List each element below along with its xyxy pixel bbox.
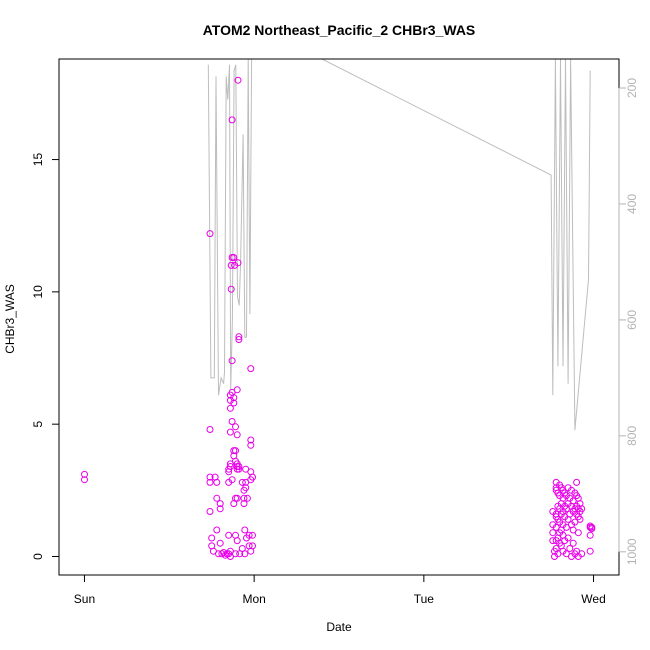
data-point [233, 431, 241, 439]
data-point [233, 494, 241, 502]
x-tick-label: Tue [414, 592, 435, 606]
data-point [206, 478, 214, 486]
data-point [81, 476, 88, 484]
data-point [81, 470, 88, 478]
y2-tick-label: 1000 [625, 538, 639, 565]
data-point [586, 547, 594, 555]
data-point [235, 463, 243, 470]
data-point [221, 551, 229, 559]
data-point [235, 336, 243, 343]
x-tick-label: Mon [242, 592, 265, 606]
data-point [243, 494, 251, 502]
data-point [227, 261, 235, 269]
y-tick-label: 5 [31, 421, 45, 428]
data-point [206, 426, 214, 433]
data-point [549, 529, 557, 537]
x-tick-label: Sun [74, 592, 95, 606]
data-point [586, 531, 594, 539]
data-point [228, 357, 236, 365]
data-point [245, 531, 253, 539]
data-point [226, 404, 234, 412]
data-point [233, 537, 241, 545]
data-point [242, 484, 250, 492]
data-point [233, 386, 241, 394]
y-tick-label: 15 [31, 153, 45, 167]
data-point [566, 545, 574, 552]
data-point [206, 508, 214, 515]
data-point [213, 494, 221, 502]
data-point [232, 447, 239, 455]
x-axis-label: Date [326, 620, 352, 634]
y-axis-label: CHBr3_WAS [3, 284, 17, 354]
data-point [578, 505, 586, 513]
data-point [238, 478, 246, 486]
data-point [228, 418, 236, 425]
data-point [249, 542, 256, 550]
data-point [576, 515, 584, 523]
data-point [240, 500, 248, 508]
data-point [208, 534, 216, 542]
y2-tick-label: 400 [625, 194, 639, 214]
data-point [227, 285, 235, 293]
data-point [241, 526, 249, 534]
data-point [213, 526, 221, 534]
data-point [216, 505, 224, 513]
data-point [564, 534, 572, 542]
data-point [249, 531, 256, 539]
data-point [226, 463, 234, 470]
y-tick-label: 10 [31, 285, 45, 299]
data-point [226, 428, 234, 436]
data-point [235, 333, 243, 341]
data-point [232, 550, 239, 558]
data-point [216, 500, 224, 508]
data-point [588, 525, 596, 533]
y2-tick-label: 600 [625, 310, 639, 330]
data-point [232, 423, 239, 431]
data-point [573, 478, 581, 486]
axes: Sun Mon Tue Wed 0 5 10 15 200 400 600 800 1000 [31, 78, 639, 606]
data-point [247, 436, 255, 444]
y2-tick-label: 200 [625, 78, 639, 98]
data-point [230, 399, 238, 407]
y2-tick-label: 800 [625, 426, 639, 446]
plot-frame [58, 58, 620, 576]
data-point [230, 394, 238, 402]
data-point [578, 550, 586, 558]
data-point [234, 76, 242, 84]
data-point [225, 531, 233, 539]
data-point [241, 550, 249, 558]
data-point [235, 465, 243, 473]
data-point [206, 473, 214, 481]
data-point [228, 476, 236, 484]
data-point [216, 539, 224, 547]
data-point [574, 529, 582, 537]
data-point [247, 441, 255, 449]
x-tick-label: Wed [581, 592, 605, 606]
data-point [215, 550, 222, 558]
data-point [249, 473, 256, 481]
data-point [240, 494, 248, 502]
data-point [234, 259, 242, 267]
data-point [230, 254, 238, 261]
plot-area [81, 59, 596, 560]
data-point [218, 550, 226, 558]
series-line-1 [207, 59, 591, 431]
data-point [247, 365, 255, 373]
data-point [206, 230, 214, 238]
data-point [569, 539, 577, 547]
data-point [228, 116, 236, 124]
data-point [213, 478, 221, 486]
y-tick-label: 0 [31, 553, 45, 560]
chart-title: ATOM2 Northeast_Pacific_2 CHBr3_WAS [203, 22, 476, 38]
